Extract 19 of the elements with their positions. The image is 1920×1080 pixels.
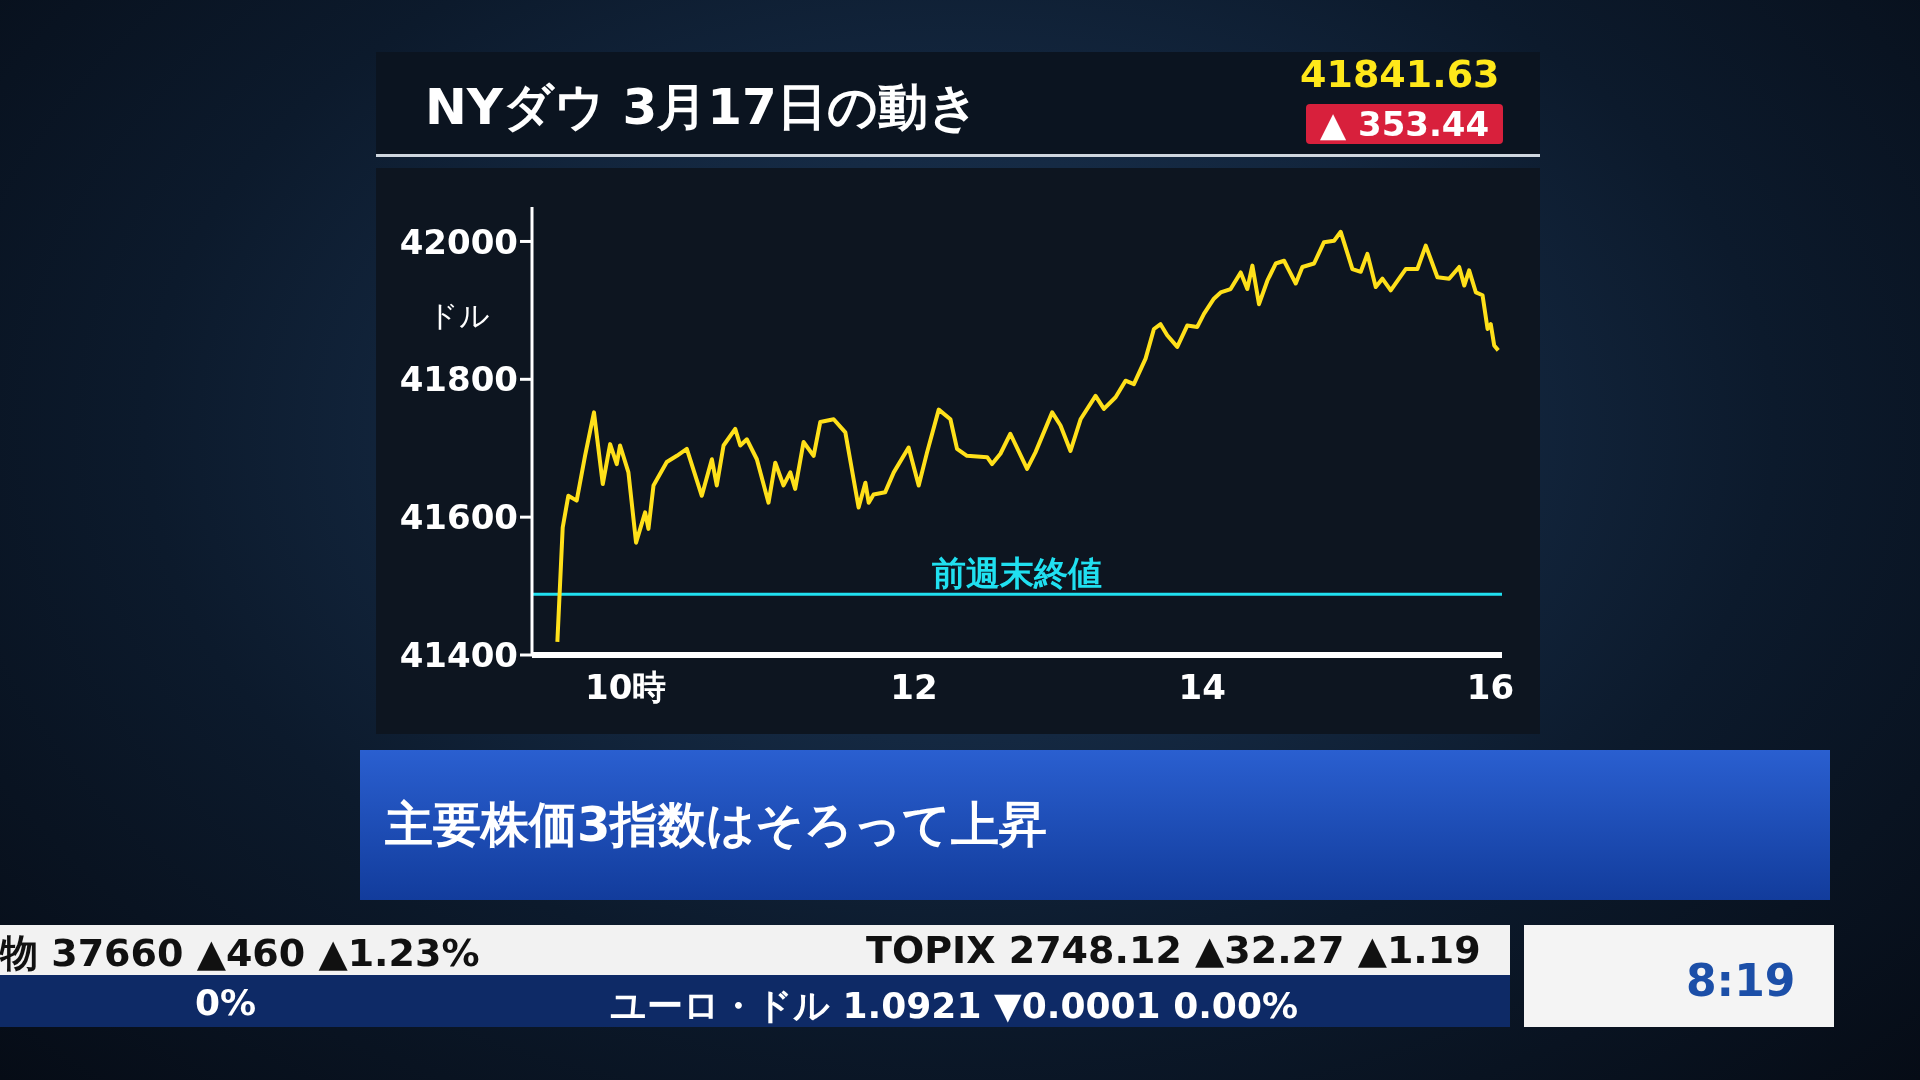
- y-tick-label: 41600: [399, 497, 518, 538]
- text: ▲ 353.44: [1306, 104, 1504, 144]
- text: 8:19: [1686, 955, 1796, 1006]
- x-tick-label: 12: [890, 667, 938, 708]
- y-tick-label: 41400: [399, 635, 518, 676]
- text: 41841.63: [1300, 52, 1500, 96]
- y-axis-title: ドル: [428, 297, 490, 335]
- text: TOPIX 2748.12 ▲32.27 ▲1.19: [866, 928, 1481, 972]
- y-tick-label: 41800: [399, 359, 518, 400]
- x-tick-label: 10時: [585, 667, 667, 708]
- ref-line-label: 前週末終値: [932, 553, 1102, 594]
- line-series: [555, 229, 1501, 644]
- y-tick-label: 42000: [399, 221, 518, 262]
- text: 主要株価3指数はそろって上昇: [385, 795, 1048, 854]
- text: 0%: [195, 982, 257, 1023]
- chart-title: NYダウ 3月17日の動き: [425, 77, 979, 138]
- x-tick-label: 16: [1466, 667, 1515, 708]
- x-tick-label: 14: [1178, 667, 1226, 708]
- text: ユーロ・ドル 1.0921 ▼0.0001 0.00%: [610, 984, 1299, 1028]
